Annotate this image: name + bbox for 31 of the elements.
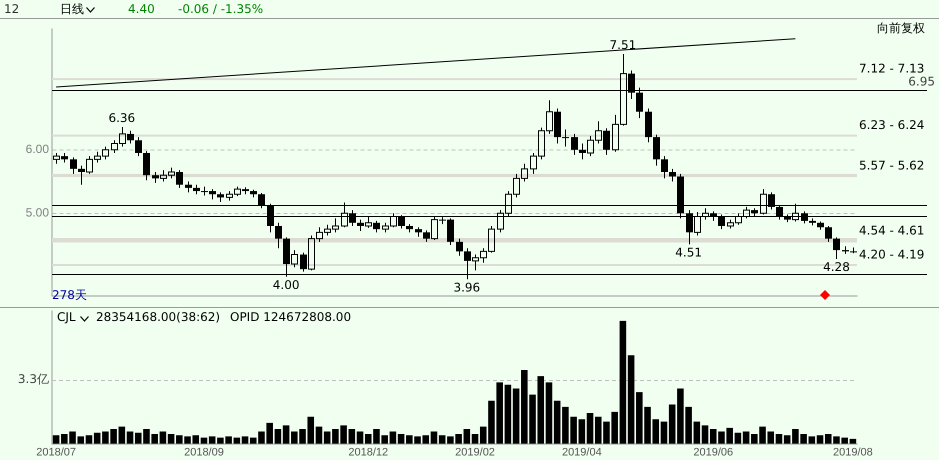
x-tick-label: 2019/06 xyxy=(693,446,734,458)
x-tick-label: 2019/02 xyxy=(455,446,495,458)
band-label: 5.57 - 5.62 xyxy=(859,158,924,173)
annotation: OPID 124672808.00 xyxy=(230,310,352,324)
band-label: 6.23 - 6.24 xyxy=(859,118,924,132)
text: 12 xyxy=(4,1,20,18)
x-tick-label: 2018/09 xyxy=(184,446,224,458)
annotation: 6.36 xyxy=(108,111,136,126)
y-tick-label: 6.00 xyxy=(26,142,50,156)
y-tick-label: 5.00 xyxy=(26,206,50,220)
text: 日线 xyxy=(60,1,84,18)
text: -0.06 / -1.35% xyxy=(178,1,264,18)
x-tick-label: 2018/12 xyxy=(348,446,388,458)
annotation: 3.96 xyxy=(453,280,480,294)
x-tick-label: 2019/08 xyxy=(833,446,873,458)
band-label: 7.12 - 7.13 xyxy=(859,62,924,76)
text: 4.40 xyxy=(128,1,155,18)
text: 向前复权 xyxy=(877,20,925,37)
annotation: 4.51 xyxy=(675,246,702,260)
ref-line-label: 3.3亿 xyxy=(18,372,49,386)
annotation: 4.28 xyxy=(823,260,850,274)
annotation: 7.51 xyxy=(610,38,636,52)
x-tick-label: 2018/07 xyxy=(36,446,76,458)
x-tick-label: 2019/04 xyxy=(562,446,602,458)
annotation: 278天 xyxy=(52,287,87,304)
ref-line-label: 6.95 xyxy=(908,74,935,89)
annotation: 28354168.00(38:62) xyxy=(96,310,220,324)
band-label: 4.20 - 4.19 xyxy=(859,248,924,262)
annotation: 4.00 xyxy=(272,278,300,292)
annotation: CJL xyxy=(57,310,76,324)
band-label: 4.54 - 4.61 xyxy=(859,223,924,238)
